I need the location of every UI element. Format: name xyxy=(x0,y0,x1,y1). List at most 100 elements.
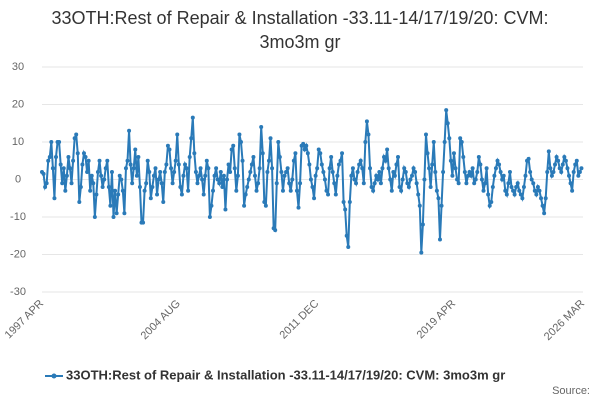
data-point xyxy=(71,158,76,163)
data-point xyxy=(402,166,407,171)
data-point xyxy=(148,196,153,201)
data-point xyxy=(329,155,334,159)
data-point xyxy=(92,215,97,219)
data-point xyxy=(164,162,169,167)
data-point xyxy=(436,196,441,201)
data-point xyxy=(526,156,531,161)
data-point xyxy=(413,170,418,174)
data-point xyxy=(246,177,251,182)
data-point xyxy=(486,192,491,197)
data-point xyxy=(363,140,368,144)
data-point xyxy=(512,192,517,197)
data-point xyxy=(346,245,351,249)
data-point xyxy=(500,177,505,182)
data-point xyxy=(108,203,113,208)
data-point xyxy=(396,155,401,159)
data-point xyxy=(507,170,512,174)
data-point xyxy=(340,151,345,156)
data-point xyxy=(301,141,306,146)
data-point xyxy=(369,185,374,189)
data-point xyxy=(158,170,163,174)
data-point xyxy=(75,151,80,156)
data-point xyxy=(193,170,198,174)
data-point xyxy=(434,188,439,193)
y-tick-label: 10 xyxy=(12,136,24,148)
data-point xyxy=(425,151,430,156)
data-point xyxy=(336,162,341,167)
data-point xyxy=(313,173,318,178)
data-point xyxy=(50,166,55,171)
data-point xyxy=(350,166,355,171)
data-point xyxy=(44,181,49,186)
data-point xyxy=(422,177,427,182)
data-point xyxy=(408,177,413,182)
data-point xyxy=(198,166,203,171)
data-point xyxy=(469,173,474,178)
data-point xyxy=(478,162,483,167)
data-point xyxy=(389,188,394,193)
data-point xyxy=(214,166,219,171)
data-point xyxy=(294,188,299,193)
data-point xyxy=(100,185,105,189)
data-point xyxy=(458,136,463,141)
data-point xyxy=(307,162,312,167)
data-point xyxy=(195,181,200,186)
data-point xyxy=(343,207,348,212)
data-point xyxy=(211,188,216,193)
data-point xyxy=(123,166,128,171)
data-point xyxy=(481,188,486,193)
data-point xyxy=(511,188,516,193)
data-point xyxy=(338,158,343,163)
data-point xyxy=(448,158,453,163)
data-point xyxy=(576,173,581,178)
data-point xyxy=(248,170,253,174)
data-point xyxy=(114,211,119,216)
data-point xyxy=(209,203,214,208)
data-point xyxy=(315,166,320,171)
data-point xyxy=(354,181,359,186)
data-point xyxy=(382,155,387,159)
data-point xyxy=(551,170,556,174)
data-point xyxy=(240,158,245,163)
data-point xyxy=(69,181,74,186)
data-point xyxy=(268,136,273,141)
data-point xyxy=(217,181,222,186)
legend-label: 33OTH:Rest of Repair & Installation -33.… xyxy=(66,367,505,382)
data-point xyxy=(447,136,452,141)
data-point xyxy=(518,192,523,197)
data-point xyxy=(187,155,192,159)
data-point xyxy=(252,173,257,178)
data-point xyxy=(170,181,175,186)
data-point xyxy=(537,188,542,193)
data-point xyxy=(192,151,197,156)
data-point xyxy=(312,196,317,201)
data-point xyxy=(497,162,502,167)
data-point xyxy=(539,196,544,201)
data-point xyxy=(280,188,285,193)
data-point xyxy=(215,177,220,182)
y-tick-label: -20 xyxy=(10,248,26,260)
data-point xyxy=(273,228,278,233)
x-tick-label: 1997 APR xyxy=(3,298,47,342)
data-point xyxy=(181,173,186,178)
data-point xyxy=(66,155,71,159)
data-point xyxy=(46,158,51,163)
data-point xyxy=(467,170,472,174)
data-point xyxy=(274,181,279,186)
data-point xyxy=(95,170,100,174)
data-point xyxy=(355,170,360,174)
data-point xyxy=(91,181,96,186)
data-point xyxy=(459,140,464,144)
data-point xyxy=(357,162,362,167)
data-point xyxy=(156,177,161,182)
data-point xyxy=(169,166,174,171)
data-point xyxy=(136,155,141,159)
data-point xyxy=(251,155,256,159)
data-point xyxy=(470,166,475,171)
data-point xyxy=(492,173,497,178)
data-point xyxy=(81,151,86,156)
data-point xyxy=(197,173,202,178)
data-point xyxy=(43,185,48,189)
x-tick-label: 2026 MAR xyxy=(542,298,587,343)
